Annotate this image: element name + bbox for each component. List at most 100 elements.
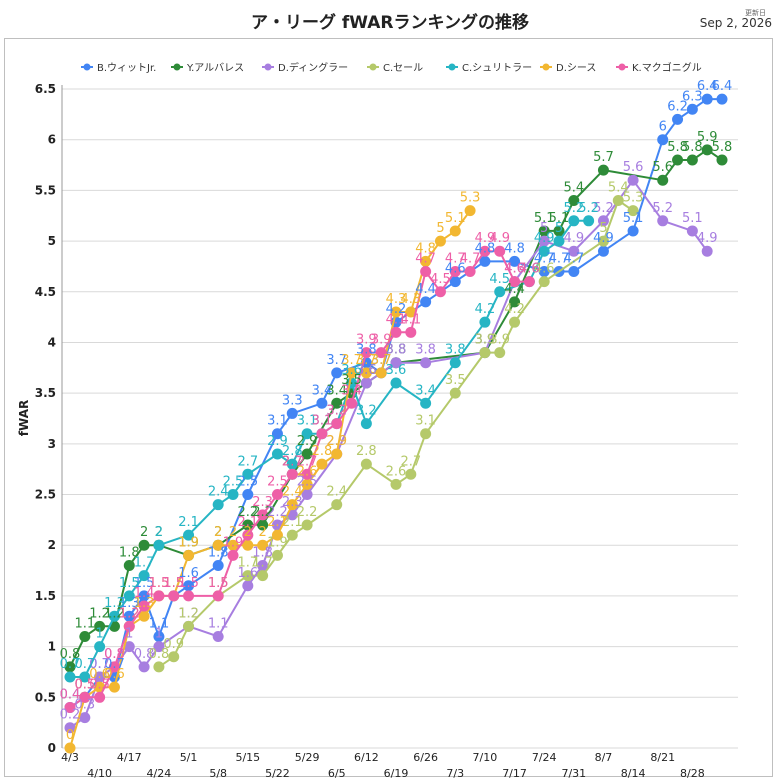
data-point[interactable] xyxy=(420,265,432,277)
data-point[interactable] xyxy=(271,448,283,460)
data-point[interactable] xyxy=(420,357,432,369)
data-point[interactable] xyxy=(79,630,91,642)
data-point[interactable] xyxy=(627,225,639,237)
legend-item[interactable]: Y.アルバレス xyxy=(171,62,244,74)
data-point[interactable] xyxy=(464,265,476,277)
data-point[interactable] xyxy=(449,276,461,288)
data-point[interactable] xyxy=(242,539,254,551)
data-point[interactable] xyxy=(331,367,343,379)
data-point[interactable] xyxy=(494,245,506,257)
data-point[interactable] xyxy=(227,489,239,501)
data-point[interactable] xyxy=(420,255,432,267)
legend-item[interactable]: C.セール xyxy=(367,62,423,74)
data-point[interactable] xyxy=(271,489,283,501)
data-point[interactable] xyxy=(301,489,313,501)
data-point[interactable] xyxy=(390,326,402,338)
data-point[interactable] xyxy=(212,630,224,642)
data-point[interactable] xyxy=(538,276,550,288)
data-point[interactable] xyxy=(168,590,180,602)
data-point[interactable] xyxy=(509,276,521,288)
data-point[interactable] xyxy=(346,397,358,409)
data-point[interactable] xyxy=(257,570,269,582)
data-point[interactable] xyxy=(212,560,224,572)
data-point[interactable] xyxy=(94,620,106,632)
data-point[interactable] xyxy=(597,235,609,247)
data-point[interactable] xyxy=(390,306,402,318)
data-point[interactable] xyxy=(301,519,313,531)
data-point[interactable] xyxy=(138,600,150,612)
data-point[interactable] xyxy=(538,265,550,277)
data-point[interactable] xyxy=(583,215,595,227)
data-point[interactable] xyxy=(153,630,165,642)
data-point[interactable] xyxy=(360,377,372,389)
data-point[interactable] xyxy=(123,620,135,632)
data-point[interactable] xyxy=(360,367,372,379)
data-point[interactable] xyxy=(123,590,135,602)
data-point[interactable] xyxy=(108,681,120,693)
data-point[interactable] xyxy=(449,387,461,399)
data-point[interactable] xyxy=(479,347,491,359)
data-point[interactable] xyxy=(153,661,165,673)
data-point[interactable] xyxy=(494,347,506,359)
legend-item[interactable]: K.マクゴニグル xyxy=(616,61,702,74)
data-point[interactable] xyxy=(257,539,269,551)
data-point[interactable] xyxy=(79,712,91,724)
data-point[interactable] xyxy=(286,468,298,480)
data-point[interactable] xyxy=(509,316,521,328)
data-point[interactable] xyxy=(686,103,698,115)
data-point[interactable] xyxy=(420,296,432,308)
data-point[interactable] xyxy=(257,509,269,521)
data-point[interactable] xyxy=(464,205,476,217)
data-point[interactable] xyxy=(331,448,343,460)
data-point[interactable] xyxy=(597,245,609,257)
data-point[interactable] xyxy=(657,215,669,227)
data-point[interactable] xyxy=(183,580,195,592)
data-point[interactable] xyxy=(316,397,328,409)
legend-item[interactable]: D.シース xyxy=(540,63,596,74)
data-point[interactable] xyxy=(553,225,565,237)
data-point[interactable] xyxy=(301,468,313,480)
data-point[interactable] xyxy=(64,742,76,754)
data-point[interactable] xyxy=(568,215,580,227)
data-point[interactable] xyxy=(390,377,402,389)
data-point[interactable] xyxy=(212,590,224,602)
data-point[interactable] xyxy=(212,539,224,551)
data-point[interactable] xyxy=(183,529,195,541)
data-point[interactable] xyxy=(301,478,313,490)
data-point[interactable] xyxy=(138,570,150,582)
data-point[interactable] xyxy=(701,93,713,105)
data-point[interactable] xyxy=(138,590,150,602)
data-point[interactable] xyxy=(405,468,417,480)
data-point[interactable] xyxy=(346,367,358,379)
data-point[interactable] xyxy=(405,326,417,338)
data-point[interactable] xyxy=(227,549,239,561)
data-point[interactable] xyxy=(153,641,165,653)
legend-item[interactable]: B.ウィットJr. xyxy=(81,62,156,74)
data-point[interactable] xyxy=(375,347,387,359)
data-point[interactable] xyxy=(686,225,698,237)
data-point[interactable] xyxy=(672,154,684,166)
data-point[interactable] xyxy=(597,215,609,227)
data-point[interactable] xyxy=(316,458,328,470)
data-point[interactable] xyxy=(509,255,521,267)
data-point[interactable] xyxy=(405,306,417,318)
data-point[interactable] xyxy=(434,235,446,247)
data-point[interactable] xyxy=(627,174,639,186)
data-point[interactable] xyxy=(716,154,728,166)
data-point[interactable] xyxy=(286,458,298,470)
data-point[interactable] xyxy=(553,235,565,247)
data-point[interactable] xyxy=(138,661,150,673)
data-point[interactable] xyxy=(79,671,91,683)
data-point[interactable] xyxy=(301,428,313,440)
data-point[interactable] xyxy=(271,428,283,440)
data-point[interactable] xyxy=(138,539,150,551)
data-point[interactable] xyxy=(108,661,120,673)
data-point[interactable] xyxy=(672,113,684,125)
data-point[interactable] xyxy=(168,651,180,663)
data-point[interactable] xyxy=(123,610,135,622)
data-point[interactable] xyxy=(360,347,372,359)
data-point[interactable] xyxy=(686,154,698,166)
data-point[interactable] xyxy=(701,144,713,156)
data-point[interactable] xyxy=(153,539,165,551)
data-point[interactable] xyxy=(627,205,639,217)
